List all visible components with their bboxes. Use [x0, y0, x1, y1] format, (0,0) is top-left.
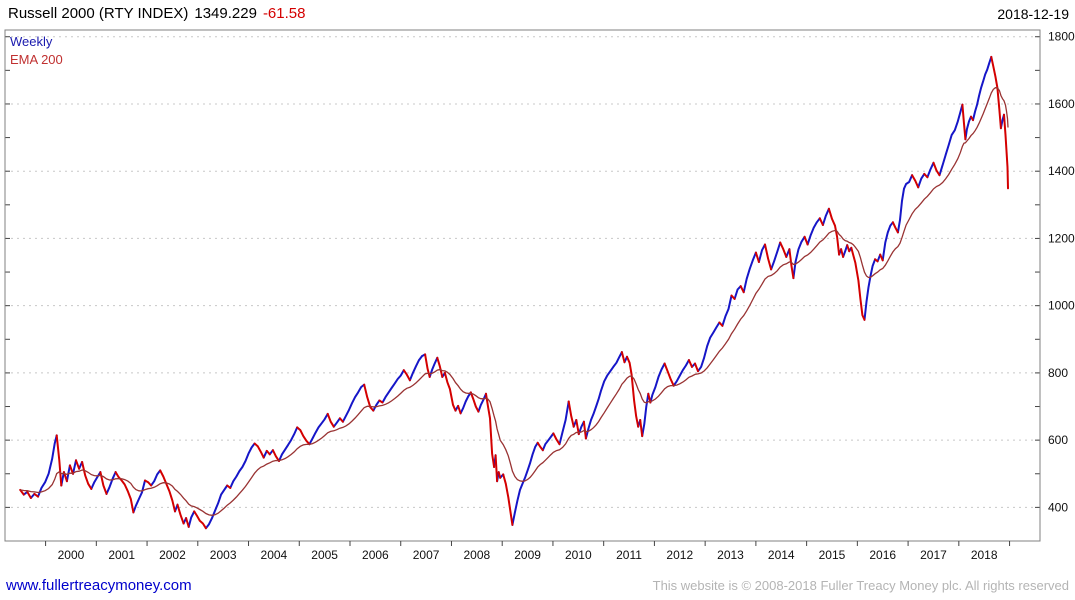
svg-text:2004: 2004	[261, 548, 288, 562]
svg-text:2012: 2012	[666, 548, 693, 562]
svg-text:2010: 2010	[565, 548, 592, 562]
svg-text:2005: 2005	[311, 548, 338, 562]
svg-text:2007: 2007	[413, 548, 440, 562]
legend-ema-label: EMA 200	[10, 52, 63, 67]
svg-text:2001: 2001	[108, 548, 135, 562]
svg-text:400: 400	[1048, 500, 1068, 514]
svg-text:2015: 2015	[819, 548, 846, 562]
svg-text:1200: 1200	[1048, 231, 1075, 245]
chart-legend: Weekly EMA 200	[10, 33, 63, 69]
legend-weekly-label: Weekly	[10, 34, 53, 49]
svg-text:2000: 2000	[58, 548, 85, 562]
svg-text:2016: 2016	[869, 548, 896, 562]
svg-text:2006: 2006	[362, 548, 389, 562]
price-change: -61.58	[262, 5, 306, 22]
svg-text:800: 800	[1048, 366, 1068, 380]
svg-text:1000: 1000	[1048, 299, 1075, 313]
copyright-text: This website is © 2008-2018 Fuller Treac…	[652, 578, 1069, 593]
svg-text:2017: 2017	[920, 548, 947, 562]
svg-text:1600: 1600	[1048, 97, 1075, 111]
svg-text:1400: 1400	[1048, 164, 1075, 178]
last-price: 1349.229	[194, 5, 257, 22]
svg-text:2014: 2014	[768, 548, 795, 562]
site-link[interactable]: www.fullertreacymoney.com	[6, 577, 192, 594]
svg-text:600: 600	[1048, 433, 1068, 447]
instrument-title: Russell 2000 (RTY INDEX)	[8, 5, 189, 22]
svg-text:1800: 1800	[1048, 30, 1075, 44]
svg-text:2003: 2003	[210, 548, 237, 562]
chart-date: 2018-12-19	[997, 6, 1069, 22]
chart-header: Russell 2000 (RTY INDEX) 1349.229 -61.58	[8, 5, 305, 22]
svg-text:2018: 2018	[971, 548, 998, 562]
svg-text:2011: 2011	[616, 548, 642, 562]
svg-text:2009: 2009	[514, 548, 541, 562]
svg-text:2002: 2002	[159, 548, 186, 562]
svg-text:2013: 2013	[717, 548, 744, 562]
svg-text:2008: 2008	[463, 548, 490, 562]
